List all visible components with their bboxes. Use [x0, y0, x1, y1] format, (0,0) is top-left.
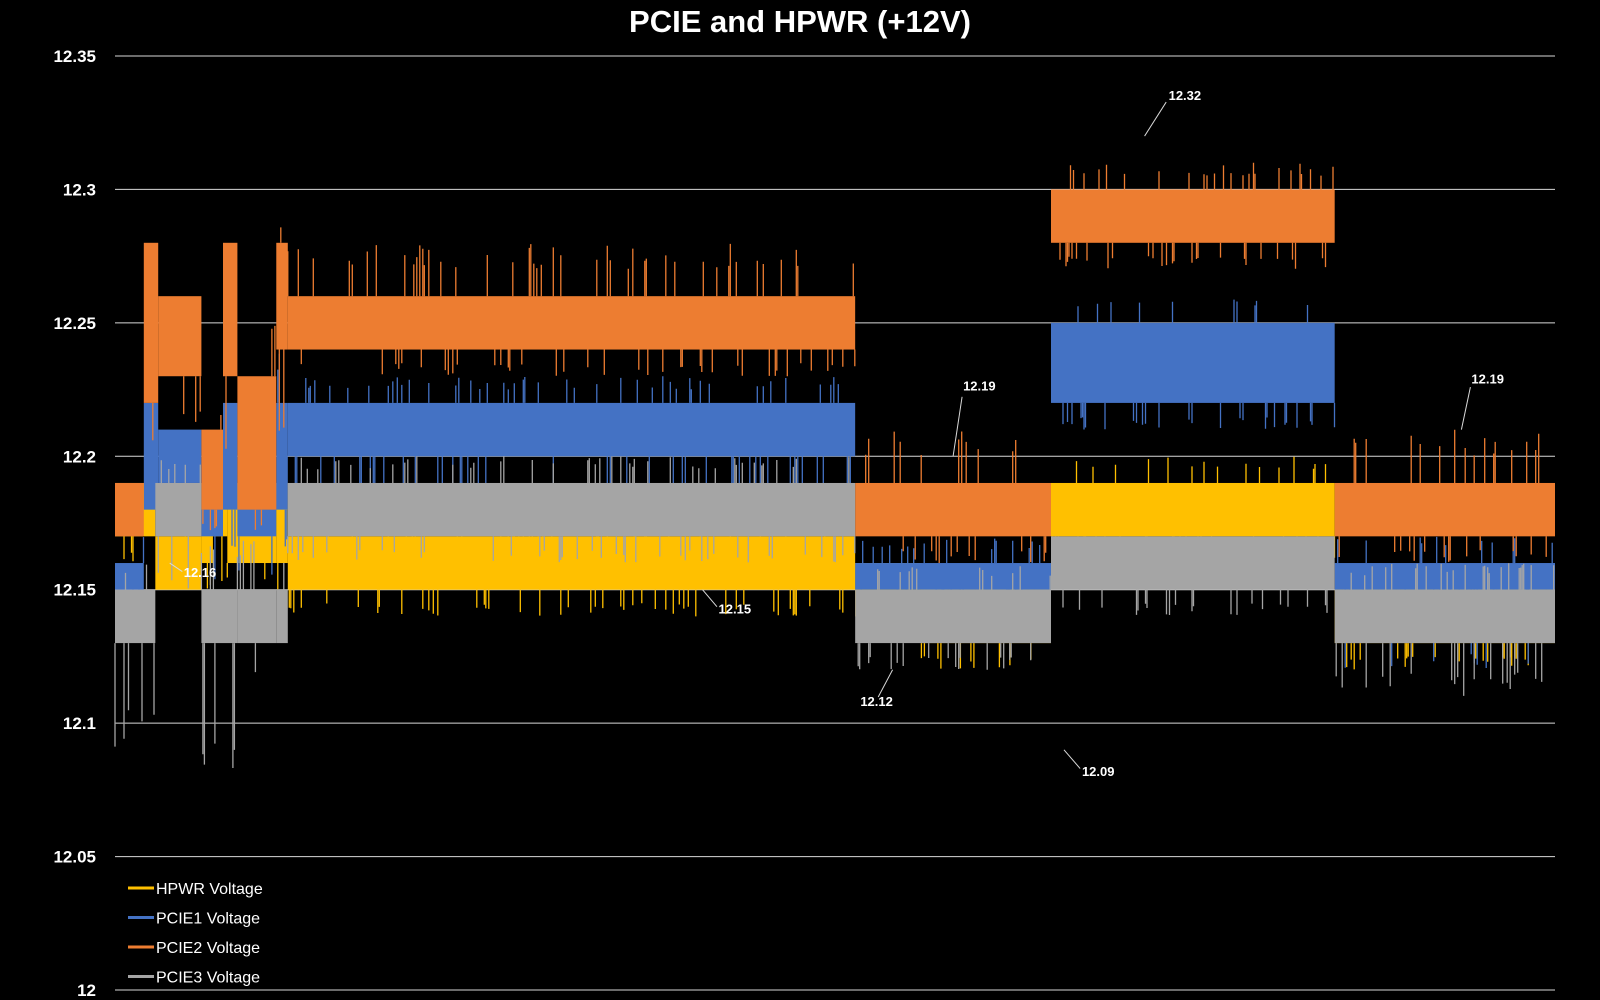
series-band: [1334, 563, 1555, 590]
series-band: [287, 536, 856, 590]
series-noise: [865, 431, 1047, 563]
series-noise: [1059, 162, 1334, 269]
series-band: [1051, 189, 1335, 243]
series-noise: [287, 243, 856, 377]
y-tick-label: 12.25: [53, 314, 96, 333]
annotation-leader: [169, 562, 183, 572]
series-band: [276, 242, 288, 350]
series-band: [855, 563, 1051, 590]
series-noise: [294, 376, 851, 510]
legend-label: PCIE3 Voltage: [156, 970, 260, 987]
annotation-label: 12.15: [719, 602, 752, 617]
series-band: [155, 482, 202, 537]
series-band: [855, 589, 1051, 644]
series-noise: [226, 563, 266, 580]
series-noise: [123, 536, 134, 562]
series-band: [155, 536, 202, 590]
series-band: [276, 482, 288, 564]
y-tick-label: 12.35: [53, 47, 96, 66]
annotation-leader: [1460, 386, 1471, 430]
series-noise: [1062, 589, 1328, 615]
series-band: [237, 376, 277, 510]
series-noise: [231, 509, 236, 547]
series-pcie2-voltage: [115, 162, 1555, 563]
annotation-leader: [952, 396, 963, 457]
series-band: [276, 402, 288, 510]
annotation-label: 12.16: [184, 565, 217, 580]
series-band: [237, 589, 277, 644]
series-pcie1-voltage: [115, 299, 1555, 668]
series-noise: [239, 540, 257, 673]
series-noise: [114, 564, 155, 747]
series-band: [223, 402, 238, 510]
series-band: [115, 563, 144, 590]
series-band: [1051, 482, 1335, 537]
y-tick-label: 12.3: [63, 180, 96, 199]
series-band: [201, 589, 238, 644]
annotation-label: 12.09: [1082, 764, 1115, 779]
series-band: [287, 482, 856, 537]
y-tick-label: 12.2: [63, 447, 96, 466]
series-band: [115, 589, 156, 644]
series-band: [143, 242, 159, 403]
series-noise: [1335, 563, 1555, 696]
series-noise: [200, 546, 239, 768]
series-noise: [183, 376, 201, 422]
series-band: [115, 482, 144, 537]
series-noise: [202, 415, 222, 531]
y-tick-label: 12: [77, 981, 96, 1000]
series-band: [855, 482, 1051, 537]
series-noise: [254, 325, 276, 530]
chart-title: PCIE and HPWR (+12V): [629, 4, 971, 39]
series-band: [1334, 589, 1555, 644]
series-noise: [157, 460, 201, 589]
series-band: [1051, 536, 1335, 590]
series-noise: [1062, 299, 1336, 430]
annotation-label: 12.19: [1471, 372, 1504, 387]
series-noise: [287, 456, 856, 563]
annotation-label: 12.12: [860, 694, 893, 709]
annotation-label: 12.32: [1169, 88, 1202, 103]
legend-label: PCIE1 Voltage: [156, 911, 260, 928]
annotation-leader: [1144, 101, 1167, 137]
annotation-leader: [877, 669, 894, 698]
y-tick-label: 12.05: [53, 848, 96, 867]
y-tick-label: 12.1: [63, 714, 96, 733]
series-band: [158, 296, 202, 377]
series-band: [201, 429, 223, 510]
legend-label: HPWR Voltage: [156, 881, 263, 898]
annotation-label: 12.19: [963, 378, 996, 393]
annotation-leader: [1063, 749, 1081, 769]
series-pcie3-voltage: [114, 456, 1555, 768]
series-noise: [857, 566, 1051, 670]
series-band: [143, 402, 159, 510]
series-band: [287, 402, 856, 457]
series-band: [158, 429, 202, 483]
series-noise: [278, 227, 285, 431]
series-band: [287, 296, 856, 350]
series-band: [1334, 482, 1555, 537]
series-noise: [1338, 429, 1547, 562]
series-band: [276, 589, 288, 644]
series-band: [223, 242, 238, 377]
y-tick-label: 12.15: [53, 581, 96, 600]
series-band: [1051, 322, 1335, 403]
annotation-leader: [702, 589, 718, 608]
legend-label: PCIE2 Voltage: [156, 940, 260, 957]
